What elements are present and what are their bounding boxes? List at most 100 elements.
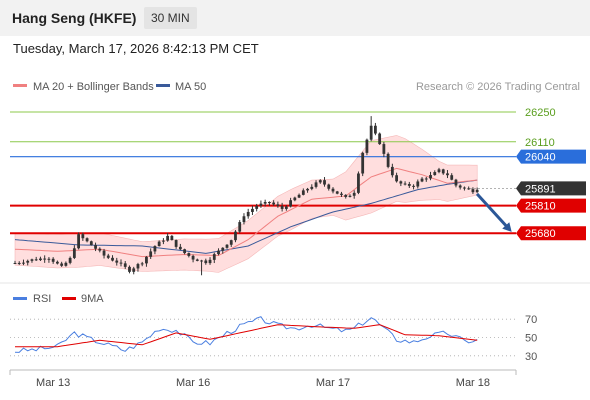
chart-datetime: Tuesday, March 17, 2026 8:42:13 PM CET — [13, 41, 259, 56]
candle-body — [424, 178, 428, 180]
candle — [369, 116, 373, 142]
ma20-line — [14, 167, 478, 258]
candle-body — [437, 169, 441, 173]
candle-body — [56, 261, 59, 264]
forecast-arrow — [475, 192, 511, 230]
candle — [357, 171, 360, 195]
candle — [301, 188, 305, 196]
level-label-26040: 26040 — [525, 152, 556, 164]
candle-body — [162, 240, 165, 242]
candle — [251, 205, 254, 216]
candle-body — [128, 266, 131, 272]
candle-body — [17, 262, 21, 264]
candle — [111, 255, 114, 262]
candle-body — [47, 258, 51, 260]
candle — [390, 163, 394, 178]
candle-body — [30, 259, 34, 261]
candle-body — [369, 125, 373, 140]
candle — [310, 184, 314, 191]
candle — [475, 187, 479, 193]
candle — [297, 193, 301, 199]
candle — [140, 261, 144, 267]
candle — [68, 256, 72, 265]
candle — [204, 258, 208, 265]
candle — [157, 240, 161, 247]
candle — [263, 199, 267, 207]
candle-body — [323, 180, 326, 185]
candle-body — [467, 188, 471, 190]
rsi-legend-swatch — [13, 297, 27, 300]
candle-body — [13, 262, 17, 264]
candle-body — [157, 241, 161, 247]
candle — [344, 194, 348, 199]
x-tick-label: Mar 13 — [36, 377, 70, 389]
candle — [467, 186, 471, 190]
x-tick-label: Mar 16 — [176, 377, 210, 389]
candle-body — [26, 260, 30, 263]
level-tag-26040 — [516, 149, 586, 164]
candle — [327, 183, 331, 191]
rsi-tick-30: 30 — [525, 351, 537, 363]
chart-header: Hang Seng (HKFE) 30 MIN — [0, 0, 590, 36]
candle — [64, 261, 68, 267]
candle — [382, 141, 386, 158]
candle-body — [335, 191, 339, 194]
candle-body — [407, 183, 411, 186]
candle-body — [297, 194, 301, 198]
candle — [174, 239, 178, 249]
candle-body — [136, 264, 140, 269]
candle-body — [365, 139, 369, 153]
candle — [17, 261, 21, 265]
interval-button[interactable]: 30 MIN — [144, 7, 197, 29]
candle-body — [289, 200, 292, 207]
rsi-tick-70: 70 — [525, 314, 537, 326]
candle-body — [471, 189, 475, 193]
candle-body — [280, 205, 284, 209]
candle — [403, 181, 407, 186]
rsi-tick-50: 50 — [525, 333, 537, 345]
candle-body — [246, 211, 250, 217]
candle-body — [178, 246, 182, 250]
candle-body — [166, 235, 170, 241]
candle — [259, 200, 263, 208]
candle-body — [187, 253, 191, 256]
candle — [30, 258, 34, 263]
candle-body — [212, 254, 216, 260]
candle — [458, 184, 462, 190]
candle-body — [352, 192, 356, 196]
candle — [72, 245, 76, 260]
candle-body — [68, 257, 72, 263]
candle — [352, 190, 356, 199]
rsi-ma-legend-swatch — [62, 297, 76, 300]
instrument-title: Hang Seng (HKFE) — [12, 10, 137, 26]
candle — [289, 197, 292, 208]
candle-body — [43, 258, 47, 260]
candle — [276, 201, 280, 208]
candle — [217, 248, 220, 256]
candle — [149, 248, 153, 259]
candle-body — [115, 260, 119, 263]
candle-body — [221, 247, 225, 251]
candle-body — [276, 204, 280, 206]
candle — [229, 239, 233, 247]
candle-body — [395, 175, 398, 182]
candle — [56, 260, 59, 265]
candle — [424, 176, 428, 182]
candle-body — [251, 208, 254, 212]
candle-body — [463, 187, 466, 189]
candle-body — [475, 189, 479, 193]
rsi-legend-label: RSI — [33, 293, 51, 305]
candle — [395, 172, 398, 183]
candle — [446, 170, 449, 179]
candle-body — [331, 188, 335, 192]
rsi-panel: 30 50 70 — [10, 314, 537, 363]
candle-body — [34, 259, 38, 261]
candle-body — [238, 222, 242, 232]
candle — [246, 208, 250, 219]
candle-body — [458, 185, 462, 188]
candle — [429, 171, 432, 181]
candle — [94, 242, 97, 252]
candle — [22, 259, 25, 266]
candle-body — [310, 186, 314, 189]
